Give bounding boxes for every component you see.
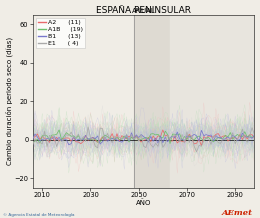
- Text: AEmet: AEmet: [221, 209, 252, 217]
- Bar: [170, 15, 255, 188]
- Text: ANUAL: ANUAL: [132, 8, 155, 14]
- Legend: A2      (11), A1B     (19), B1      (13), E1      ( 4): A2 (11), A1B (19), B1 (13), E1 ( 4): [36, 17, 86, 48]
- Title: ESPAÑA PENINSULAR: ESPAÑA PENINSULAR: [96, 5, 191, 15]
- Y-axis label: Cambio duración periodo seco (días): Cambio duración periodo seco (días): [5, 37, 13, 165]
- Text: © Agencia Estatal de Meteorología: © Agencia Estatal de Meteorología: [3, 213, 74, 217]
- X-axis label: AÑO: AÑO: [136, 199, 151, 206]
- Bar: [134, 15, 170, 188]
